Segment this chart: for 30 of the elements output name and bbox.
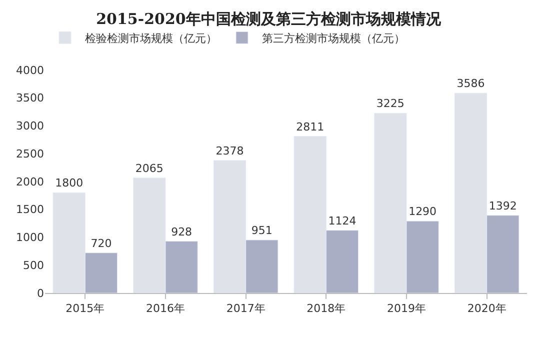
y-tick-label: 1500 xyxy=(16,203,44,216)
y-tick-label: 0 xyxy=(37,286,44,300)
data-label: 2378 xyxy=(216,144,244,158)
chart-title: 2015-2020年中国检测及第三方检测市场规模情况 xyxy=(96,10,442,28)
x-tick-label: 2016年 xyxy=(146,302,185,316)
y-tick-label: 2500 xyxy=(16,147,44,160)
data-label: 1800 xyxy=(55,176,84,190)
x-tick-label: 2017年 xyxy=(226,302,266,316)
y-tick-label: 2000 xyxy=(16,175,44,188)
data-label: 928 xyxy=(171,225,192,238)
legend-label: 检验检测市场规模（亿元） xyxy=(85,32,217,45)
data-label: 951 xyxy=(251,224,272,237)
data-label: 2065 xyxy=(135,162,164,175)
data-label: 1392 xyxy=(488,199,517,212)
x-tick-label: 2020年 xyxy=(467,302,506,316)
data-label: 720 xyxy=(90,236,112,250)
y-tick-label: 1000 xyxy=(16,231,44,244)
data-label: 1290 xyxy=(408,205,437,218)
y-tick-label: 500 xyxy=(23,258,44,272)
y-tick-label: 3000 xyxy=(16,120,44,133)
x-tick-label: 2015年 xyxy=(66,302,105,316)
data-label: 1124 xyxy=(328,214,356,228)
y-tick-label: 3500 xyxy=(16,92,44,105)
y-tick-label: 4000 xyxy=(16,64,44,77)
x-tick-label: 2018年 xyxy=(306,302,346,316)
legend-label: 第三方检测市场规模（亿元） xyxy=(262,32,405,45)
data-label: 3586 xyxy=(456,77,485,90)
x-tick-label: 2019年 xyxy=(387,302,426,316)
data-label: 3225 xyxy=(376,97,404,110)
data-label: 2811 xyxy=(296,120,324,134)
